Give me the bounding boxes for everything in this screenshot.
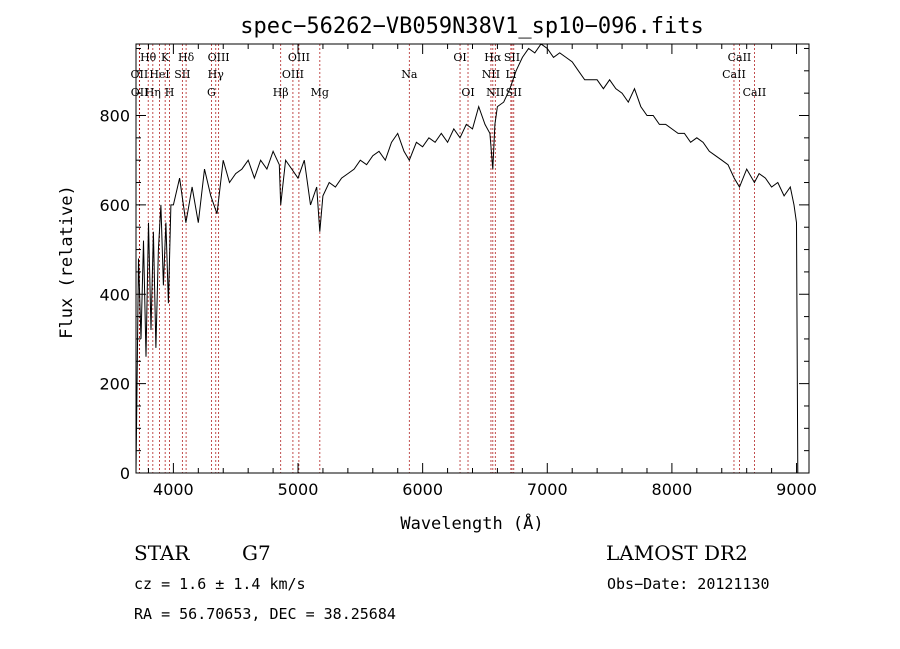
spectral-line-label: Hγ (208, 68, 225, 81)
y-tick-label: 400 (99, 285, 130, 304)
y-tick-label: 600 (99, 196, 130, 215)
spectral-line-label: OIII (282, 68, 304, 81)
spectral-line-label: OIII (288, 51, 310, 64)
coordinates-text: RA = 56.70653, DEC = 38.25684 (134, 605, 396, 623)
y-tick-label: 800 (99, 107, 130, 126)
spectral-line-label: OI (453, 51, 466, 64)
spectral-line-label: Hβ (273, 86, 289, 99)
spectral-line-label: K (161, 51, 170, 64)
y-tick-label: 0 (120, 464, 130, 483)
plot-frame (135, 43, 810, 474)
redshift-text: cz = 1.6 ± 1.4 km/s (134, 575, 306, 593)
spectral-line-label: OI (461, 86, 474, 99)
x-tick-label: 8000 (652, 480, 693, 499)
axis-ticks: 4000 5000 6000 7000 8000 9000 0 200 400 600 800 (99, 44, 817, 499)
spectral-line-label: SII (174, 68, 190, 81)
x-axis-label: Wavelength (Å) (400, 512, 543, 534)
spectral-line-label: NII (486, 86, 504, 99)
x-tick-label: 7000 (527, 480, 568, 499)
y-tick-label: 200 (99, 375, 130, 394)
spectral-line-label: Na (401, 68, 418, 81)
spectral-line-label: Hδ (178, 51, 195, 64)
chart-title: spec−56262−VB059N38V1_sp10−096.fits (240, 14, 704, 39)
spectral-line-markers (138, 44, 755, 473)
spectral-line-label: G (207, 86, 216, 99)
spectral-line-label: OII (131, 86, 149, 99)
spectral-line-label: Hθ (140, 51, 157, 64)
spectral-line-label: CaII (743, 86, 767, 99)
object-subclass: G7 (242, 541, 271, 565)
x-tick-label: 5000 (278, 480, 319, 499)
spectral-line-label: Hη (145, 86, 161, 99)
x-tick-label: 4000 (153, 480, 194, 499)
spectral-line-label: CaII (728, 51, 752, 64)
spectral-line-label: Mg (311, 86, 329, 99)
data-release: LAMOST DR2 (606, 541, 748, 565)
spectral-line-label: H (165, 86, 175, 99)
spectral-line-label: OII (131, 68, 149, 81)
spectral-line-label: Hα (484, 51, 502, 64)
spectral-line-label: NII (482, 68, 500, 81)
object-class: STAR (134, 541, 190, 565)
spectral-line-label: OIII (208, 51, 230, 64)
x-tick-label: 9000 (776, 480, 817, 499)
y-axis-label: Flux (relative) (57, 185, 77, 339)
spectral-line-label: SII (504, 51, 520, 64)
spectral-line-label: CaII (722, 68, 746, 81)
x-tick-label: 6000 (402, 480, 443, 499)
spectral-line-label: Li (505, 68, 516, 81)
spectrum-series-line (135, 43, 799, 474)
spectral-line-label: HeI (149, 68, 169, 81)
observation-date: Obs−Date: 20121130 (607, 575, 770, 593)
